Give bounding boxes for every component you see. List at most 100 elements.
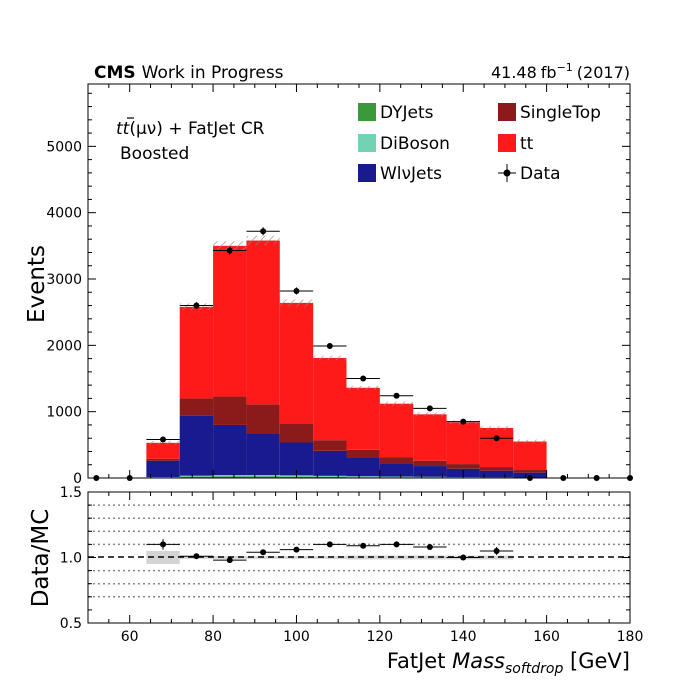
x-axis-title-unit: [GeV] — [563, 649, 630, 673]
legend-label-singletop: SingleTop — [520, 103, 601, 123]
status-label: Work in Progress — [142, 63, 284, 83]
mc-unc-bin-2 — [146, 440, 180, 445]
legend-label-tt: tt — [520, 134, 534, 154]
ratio-tick-label-1: 1.0 — [60, 551, 82, 567]
bar-wl-jets-bin-10 — [413, 466, 447, 477]
bar-singletop-bin-6 — [279, 423, 314, 443]
y-tick-label-2000: 2000 — [46, 338, 82, 354]
bar-singletop-bin-4 — [213, 396, 247, 425]
x-tick-label-80: 80 — [204, 629, 222, 645]
ratio-tick-label-1.5: 1.5 — [60, 485, 82, 501]
bar-wl-jets-bin-9 — [379, 463, 414, 477]
y-tick-label-5000: 5000 — [46, 139, 82, 155]
data-point-bin-4 — [226, 247, 233, 254]
bar-tt-bin-5 — [246, 240, 280, 405]
bar-tt-bin-6 — [279, 302, 314, 424]
x-tick-label-120: 120 — [366, 629, 393, 645]
ratio-point-2 — [226, 557, 233, 564]
ratio-point-8 — [426, 544, 433, 551]
ratio-point-6 — [360, 542, 367, 549]
cms-label: CMS Work in Progress — [94, 63, 284, 83]
legend-label-diboson: DiBoson — [380, 134, 450, 154]
x-axis-title-sub: softdrop — [505, 661, 563, 677]
ratio-point-1 — [193, 553, 200, 560]
ratio-tick-label-0.5: 0.5 — [60, 616, 82, 632]
mc-unc-bin-13 — [513, 439, 547, 444]
x-axis-title: FatJet Masssoftdrop [GeV] — [387, 649, 630, 677]
bar-tt-bin-8 — [346, 387, 380, 450]
y-axis-title-ratio: Data/MC — [28, 509, 54, 608]
experiment-label: CMS — [94, 63, 136, 83]
ratio-point-9 — [460, 554, 467, 561]
mc-unc-bin-10 — [413, 412, 447, 417]
ratio-point-4 — [293, 546, 300, 553]
bar-tt-bin-4 — [213, 245, 247, 397]
bar-wl-jets-bin-8 — [346, 457, 380, 477]
legend-data-marker — [503, 169, 511, 177]
axis-ticks: 60 80 100 120 140 160 180 0 1000 2000 3000 4000 5000… — [46, 84, 643, 645]
bar-tt-bin-7 — [313, 357, 347, 441]
bar-diboson-bin-9 — [379, 476, 414, 478]
bar-wl-jets-bin-4 — [213, 424, 247, 476]
legend: DYJets SingleTop DiBoson tt WlνJets Data — [358, 103, 601, 184]
bar-tt-bin-9 — [379, 403, 414, 458]
bar-tt-bin-2 — [146, 442, 180, 459]
bar-wl-jets-bin-12 — [479, 470, 514, 478]
lumi-label: 41.48 fb−1 (2017) — [491, 61, 630, 82]
mc-unc-bin-5 — [246, 235, 280, 246]
data-point-bin-12 — [493, 435, 500, 442]
data-point-bin-9 — [393, 392, 400, 399]
x-tick-label-100: 100 — [283, 629, 310, 645]
bar-tt-bin-12 — [479, 427, 514, 468]
data-point-bin-5 — [260, 228, 267, 235]
ratio-point-3 — [260, 549, 267, 556]
y-tick-label-3000: 3000 — [46, 272, 82, 288]
bar-singletop-bin-5 — [246, 404, 280, 434]
legend-swatch-dyjets — [358, 103, 376, 121]
lumi-year: (2017) — [577, 63, 630, 82]
bar-wl-jets-bin-2 — [146, 460, 180, 478]
ratio-points — [146, 539, 514, 564]
bar-singletop-bin-10 — [413, 460, 447, 467]
data-point-bin-10 — [426, 405, 433, 412]
ratio-plot-frame — [87, 491, 631, 624]
bar-singletop-bin-3 — [179, 398, 214, 416]
bar-singletop-bin-13 — [513, 470, 547, 473]
legend-label-wl-jets: WlνJets — [380, 164, 442, 184]
bar-singletop-bin-2 — [146, 458, 180, 461]
data-point-bin-6 — [293, 287, 300, 294]
bar-singletop-bin-12 — [479, 467, 514, 471]
y-tick-label-1000: 1000 — [46, 405, 82, 421]
legend-label-data: Data — [520, 164, 561, 184]
mc-unc-bin-4 — [213, 241, 247, 251]
mc-unc-bin-12 — [479, 425, 514, 430]
lumi-value: 41.48 — [491, 63, 537, 82]
y-tick-label-4000: 4000 — [46, 206, 82, 222]
lumi-exponent: −1 — [557, 61, 573, 74]
bar-diboson-bin-5 — [246, 475, 280, 477]
x-tick-label-160: 160 — [533, 629, 560, 645]
ratio-band-3 — [479, 555, 514, 560]
ratio-point-7 — [393, 541, 400, 548]
bar-singletop-bin-7 — [313, 440, 347, 451]
data-point-bin-11 — [460, 418, 467, 425]
bar-dyjets-bin-3 — [179, 476, 214, 478]
main-plot-frame — [87, 83, 631, 479]
bar-singletop-bin-8 — [346, 449, 380, 458]
x-axis-title-mass: Mass — [452, 649, 505, 673]
ratio-point-5 — [326, 541, 333, 548]
lumi-unit: fb — [541, 63, 557, 82]
bar-diboson-bin-7 — [313, 475, 347, 478]
region-t: t — [116, 119, 124, 139]
region-channel: (μν) — [129, 119, 163, 139]
legend-label-dyjets: DYJets — [380, 103, 434, 123]
mc-unc-bin-8 — [346, 385, 380, 390]
bar-dyjets-bin-4 — [213, 476, 247, 478]
bar-wl-jets-bin-6 — [279, 442, 314, 476]
ratio-gridlines — [88, 504, 630, 598]
bar-wl-jets-bin-5 — [246, 433, 280, 476]
y-tick-label-0: 0 — [73, 471, 82, 487]
bar-diboson-bin-4 — [213, 475, 247, 477]
region-tbar: t — [123, 119, 131, 139]
